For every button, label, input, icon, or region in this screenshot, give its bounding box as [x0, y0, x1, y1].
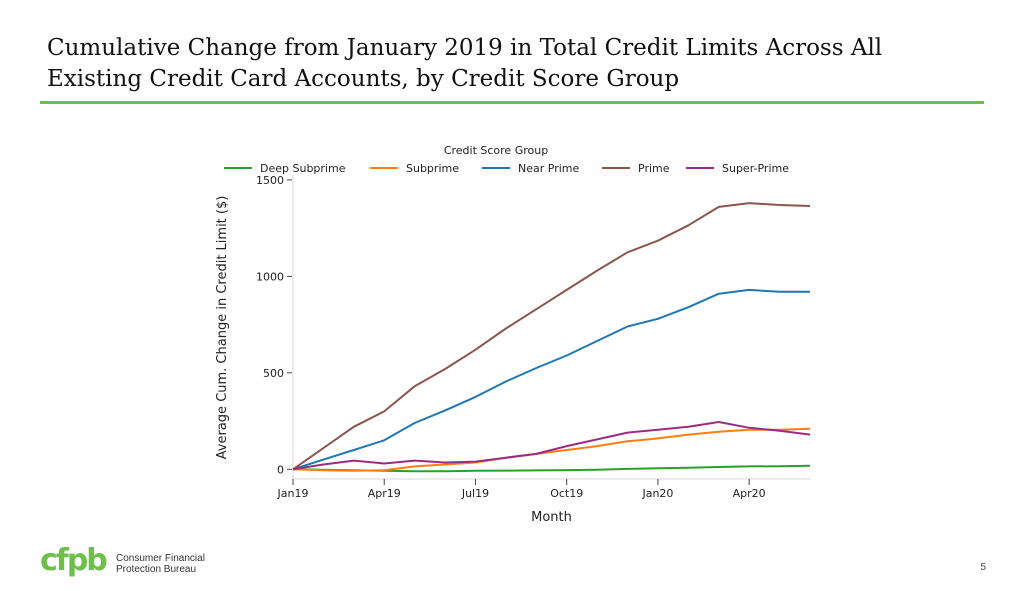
y-tick-label: 500	[263, 367, 284, 380]
legend-label: Prime	[638, 162, 670, 175]
line-chart: Credit Score Group Deep Subprime Subprime N…	[200, 135, 830, 530]
series-line	[292, 202, 811, 471]
legend-label: Near Prime	[518, 162, 579, 175]
y-axis-title: Average Cum. Change in Credit Limit ($)	[215, 196, 230, 460]
cfpb-logo-text: Consumer Financial Protection Bureau	[116, 553, 205, 575]
legend-item: Super-Prime	[686, 162, 789, 175]
x-tick-label: Apr19	[368, 487, 401, 500]
legend-label: Subprime	[406, 162, 459, 175]
title-underline-rule	[40, 101, 984, 104]
slide-title-line-1: Cumulative Change from January 2019 in T…	[47, 35, 883, 61]
page-number: 5	[980, 562, 986, 573]
series-line	[292, 421, 811, 471]
legend-label: Super-Prime	[722, 162, 789, 175]
x-tick-label: Apr20	[733, 487, 766, 500]
logo-line-2: Protection Bureau	[116, 564, 197, 575]
x-tick-label: Jan20	[641, 487, 673, 500]
cfpb-logo: cfpb Consumer Financial Protection Burea…	[40, 546, 240, 580]
series-line	[292, 288, 810, 471]
x-tick-label: Jan19	[277, 487, 309, 500]
slide-title: Cumulative Change from January 2019 in T…	[47, 33, 947, 95]
logo-line-1: Consumer Financial	[116, 553, 205, 564]
legend-label: Deep Subprime	[260, 162, 346, 175]
y-tick-label: 1500	[256, 174, 284, 187]
legend-item: Subprime	[370, 162, 459, 175]
legend-item: Prime	[602, 162, 670, 175]
cfpb-logo-mark: cfpb	[40, 543, 108, 578]
legend-item: Near Prime	[482, 162, 579, 175]
x-axis-title: Month	[531, 510, 572, 525]
series-line	[292, 427, 811, 472]
x-tick-label: Jul19	[461, 487, 489, 500]
chart-svg: Credit Score Group Deep Subprime Subprime N…	[215, 144, 811, 525]
legend-title: Credit Score Group	[444, 144, 548, 157]
y-tick-label: 0	[277, 463, 284, 476]
y-tick-label: 1000	[256, 270, 284, 283]
legend-item: Deep Subprime	[224, 162, 346, 175]
x-tick-label: Oct19	[550, 487, 583, 500]
slide-title-line-2: Existing Credit Card Accounts, by Credit…	[47, 66, 680, 92]
